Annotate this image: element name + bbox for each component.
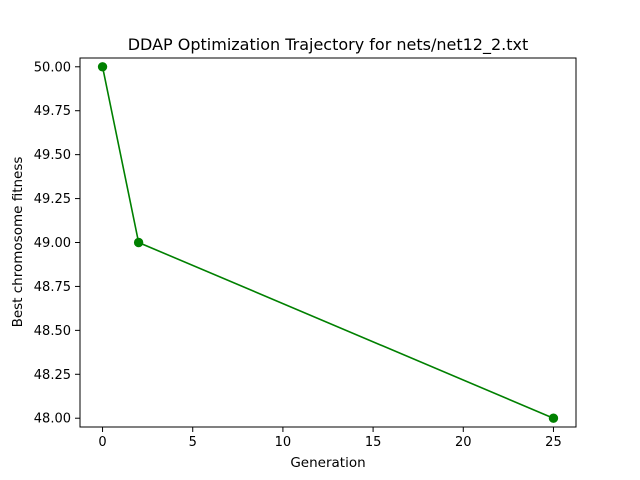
plot-area [80, 58, 576, 427]
data-point [548, 413, 559, 423]
series-layer [97, 62, 559, 423]
y-tick-label: 49.50 [34, 148, 71, 163]
y-tick-label: 49.25 [34, 192, 71, 207]
x-tick-label: 25 [545, 435, 562, 450]
plot-frame [79, 57, 577, 428]
y-tick-label: 48.50 [34, 324, 71, 339]
data-point [97, 62, 108, 72]
y-tick-label: 50.00 [34, 60, 71, 75]
y-axis-label: Best chromosome fitness [10, 157, 26, 328]
x-tick-label: 5 [189, 435, 197, 450]
y-tick-label: 48.75 [34, 280, 71, 295]
x-tick-label: 15 [365, 435, 382, 450]
y-tick-label: 49.75 [34, 104, 71, 119]
x-tick-label: 0 [98, 435, 106, 450]
data-point [133, 237, 144, 248]
x-axis-ticks: 0 5 10 15 20 25 [98, 427, 562, 450]
y-tick-label: 48.25 [34, 368, 71, 383]
x-tick-label: 10 [275, 435, 292, 450]
y-tick-label: 49.00 [34, 236, 71, 251]
y-tick-label: 48.00 [34, 412, 71, 427]
chart-title: DDAP Optimization Trajectory for nets/ne… [128, 35, 529, 55]
x-axis-label: Generation [290, 455, 365, 471]
x-tick-label: 20 [455, 435, 472, 450]
y-axis-ticks: 48.00 48.25 48.50 48.75 49.00 49.25 49.50 49.75… [34, 60, 80, 427]
